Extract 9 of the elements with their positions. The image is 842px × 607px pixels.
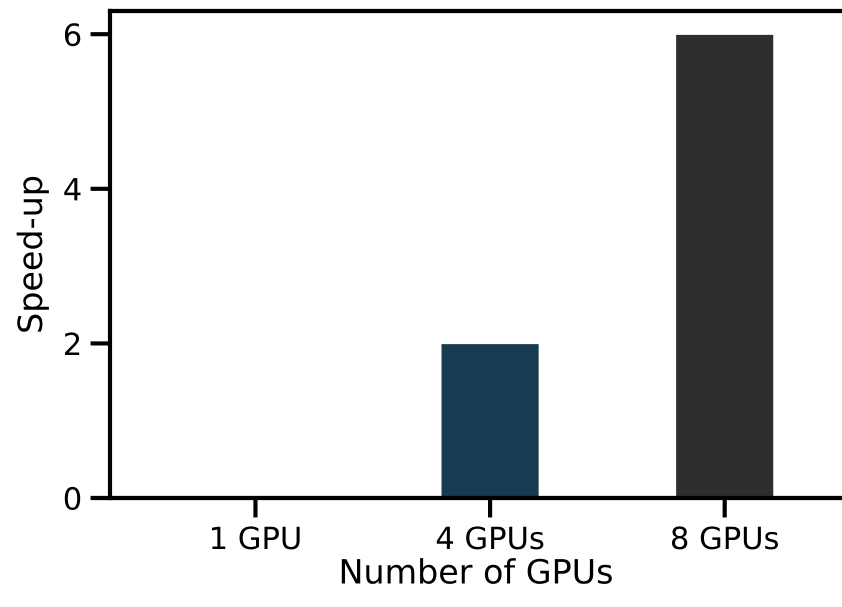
y-tick-label: 6	[64, 23, 80, 46]
y-tick-label: 4	[64, 178, 81, 200]
x-tick-label: 1 GPU	[212, 526, 300, 550]
x-tick-label: 4 GPUs	[436, 526, 544, 550]
y-tick-label: 0	[64, 486, 80, 510]
y-tick-label: 2	[65, 332, 80, 356]
x-tick-label: 8 GPUs	[672, 526, 778, 550]
y-axis-title: Speed-up	[16, 176, 49, 332]
x-axis-title: Number of GPUs	[342, 558, 612, 584]
